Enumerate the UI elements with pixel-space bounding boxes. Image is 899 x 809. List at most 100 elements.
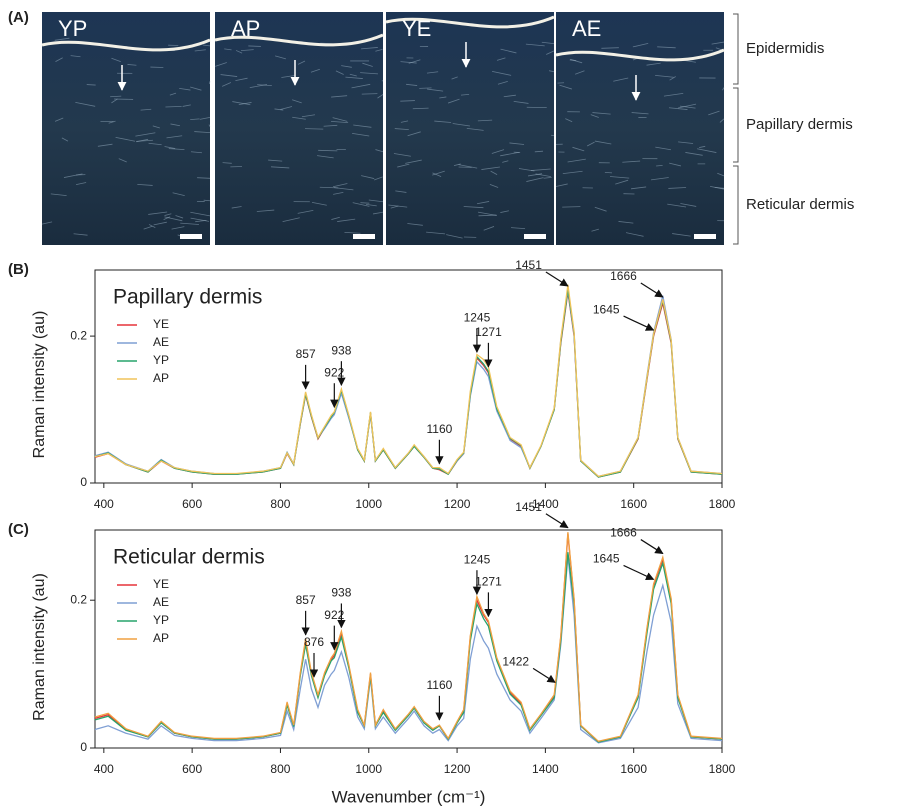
x-tick-label: 400 <box>94 497 114 511</box>
fiber <box>341 65 352 68</box>
scale-bar <box>694 234 716 239</box>
fiber <box>395 190 407 193</box>
x-tick-label: 1200 <box>444 497 471 511</box>
fiber <box>528 173 543 177</box>
scale-bar <box>353 234 375 239</box>
fiber <box>481 166 500 170</box>
fiber <box>646 62 661 66</box>
fiber <box>235 50 243 54</box>
fiber <box>221 82 232 87</box>
fiber <box>655 75 674 78</box>
fiber <box>332 183 348 188</box>
fiber <box>609 176 630 179</box>
fiber <box>625 232 644 237</box>
scale-bar <box>180 234 202 239</box>
annotation-label: 1645 <box>593 552 620 566</box>
fiber <box>375 49 383 52</box>
x-tick-label: 1000 <box>355 762 382 776</box>
annotation-label: 1666 <box>610 526 637 540</box>
fiber <box>685 152 703 156</box>
fiber <box>451 76 458 80</box>
spectrum-line <box>94 532 723 743</box>
fiber <box>171 226 185 230</box>
fiber <box>613 77 629 82</box>
fiber <box>360 72 379 75</box>
image-label: YP <box>58 16 87 41</box>
fiber <box>697 148 717 153</box>
fiber <box>630 186 647 190</box>
fiber <box>518 168 535 172</box>
fiber <box>115 137 136 142</box>
fiber <box>175 215 184 219</box>
fiber <box>708 110 720 116</box>
fiber <box>54 117 64 122</box>
fiber <box>180 222 200 225</box>
fiber <box>182 104 191 107</box>
annotation-label: 1245 <box>464 552 491 566</box>
plot-frame <box>94 529 723 749</box>
fiber <box>400 120 409 123</box>
fiber <box>344 232 361 234</box>
fiber <box>323 124 338 127</box>
micrograph <box>556 12 724 245</box>
fiber <box>333 191 344 195</box>
chart-title: Reticular dermis <box>113 546 265 569</box>
spectrum-line <box>94 284 723 478</box>
fiber <box>305 128 324 130</box>
annotation-arrow <box>532 667 556 683</box>
legend-label: YP <box>153 353 169 367</box>
micrograph <box>215 12 383 245</box>
fiber <box>222 162 232 164</box>
fiber <box>199 116 211 120</box>
fiber <box>466 127 484 131</box>
fiber <box>319 186 339 189</box>
fiber <box>511 227 526 230</box>
fiber <box>572 146 585 152</box>
x-tick-label: 1200 <box>444 762 471 776</box>
x-tick-label: 800 <box>270 497 290 511</box>
fiber <box>400 61 417 64</box>
fiber <box>353 124 372 128</box>
fiber <box>491 149 505 154</box>
fiber <box>351 83 371 89</box>
fiber <box>525 43 545 47</box>
fiber <box>680 203 697 207</box>
fiber <box>168 148 185 151</box>
fiber <box>407 223 423 226</box>
fiber <box>559 84 572 90</box>
annotation-label: 922 <box>324 608 344 622</box>
fiber <box>513 101 529 104</box>
fiber <box>476 201 490 205</box>
spectrum-line <box>94 289 723 478</box>
fiber <box>297 60 306 65</box>
fiber <box>412 107 429 110</box>
fiber <box>194 49 206 52</box>
epidermis <box>41 38 211 52</box>
fiber <box>502 160 509 163</box>
fiber <box>426 71 439 74</box>
y-tick-label: 0 <box>80 475 87 489</box>
fiber <box>318 149 338 152</box>
fiber <box>337 218 356 222</box>
fiber <box>574 70 585 75</box>
legend-label: AE <box>153 595 169 609</box>
fiber <box>75 182 87 185</box>
fiber <box>615 179 629 185</box>
fiber <box>190 86 202 91</box>
annotation-label: 1422 <box>502 655 529 669</box>
fiber <box>631 112 649 115</box>
fiber <box>604 171 613 174</box>
fiber <box>678 141 694 144</box>
fiber <box>432 172 442 177</box>
fiber <box>311 201 327 206</box>
fiber <box>136 139 153 142</box>
fiber <box>148 142 162 146</box>
fiber <box>365 204 377 207</box>
fiber <box>407 131 421 137</box>
x-tick-label: 1800 <box>709 497 736 511</box>
annotation-label: 1245 <box>464 310 491 324</box>
fiber <box>679 105 696 109</box>
spectrum-line <box>94 555 723 744</box>
fiber <box>75 101 96 107</box>
fiber <box>208 81 211 85</box>
